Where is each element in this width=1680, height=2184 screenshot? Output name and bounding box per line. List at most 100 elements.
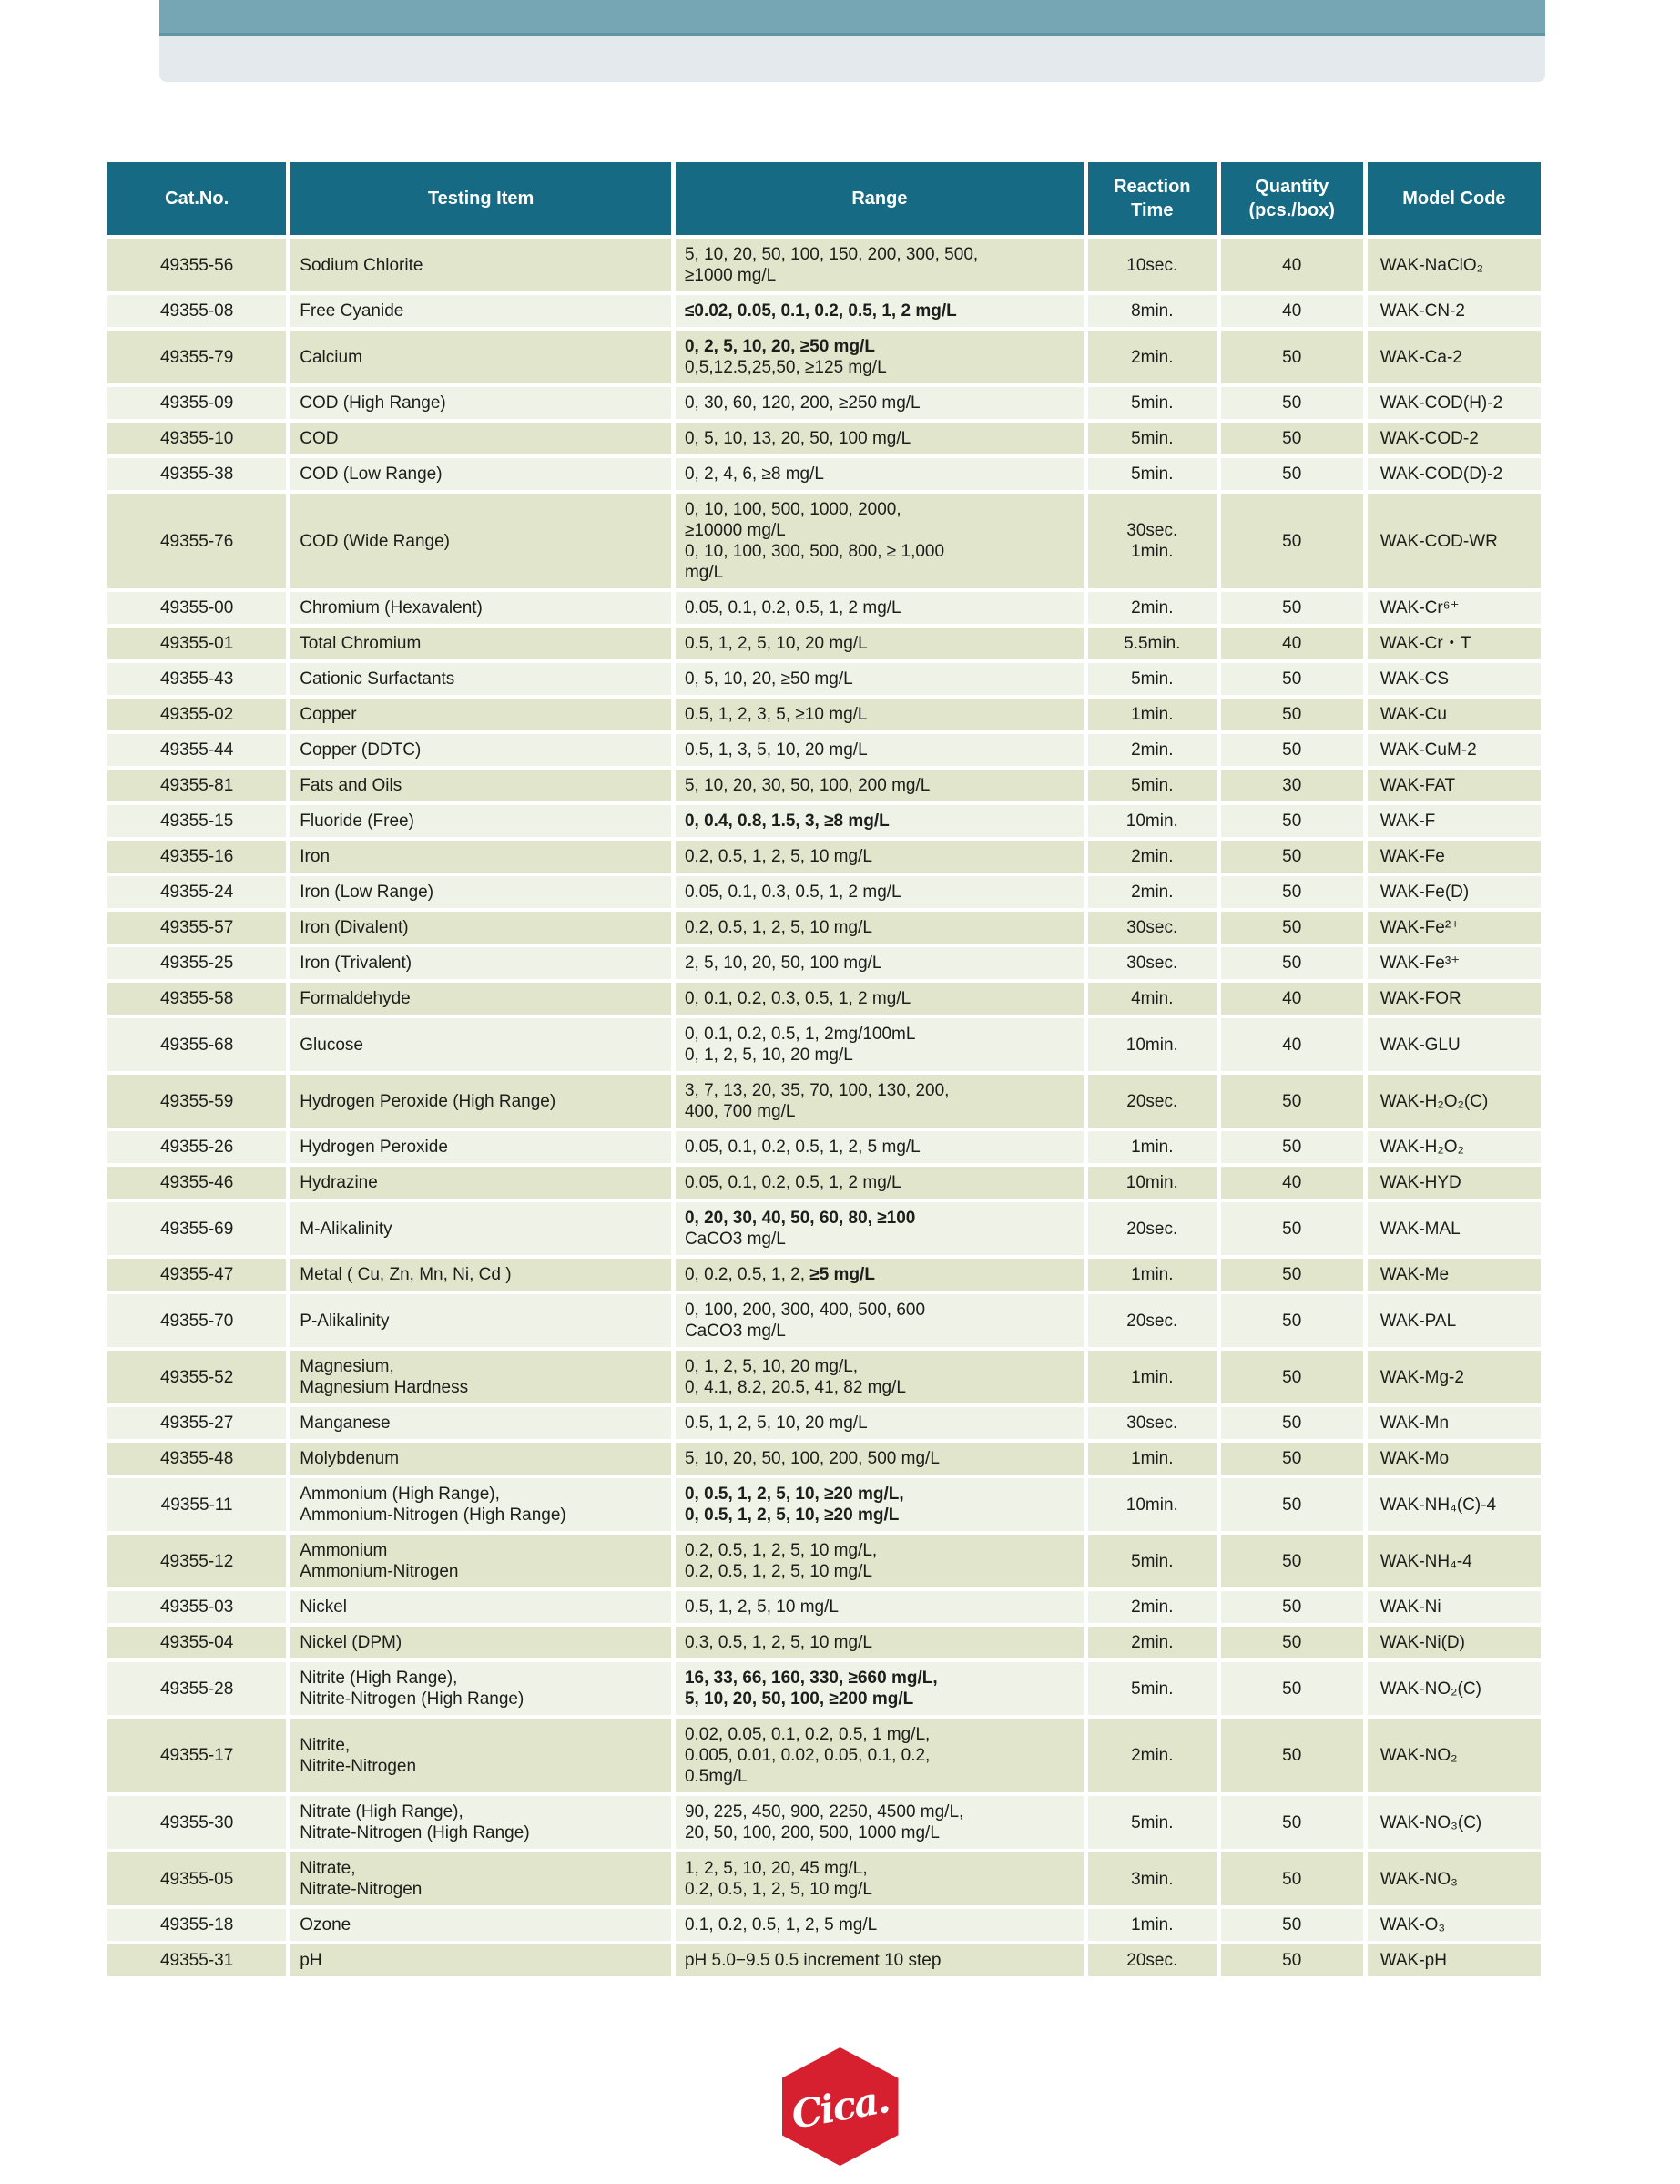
column-header-range: Range	[675, 162, 1084, 235]
testing-item-cell: Fats and Oils	[290, 770, 671, 801]
quantity-cell: 50	[1220, 1351, 1363, 1403]
reaction-time-cell: 2min.	[1087, 876, 1217, 908]
range-cell: 0.1, 0.2, 0.5, 1, 2, 5 mg/L	[675, 1909, 1084, 1941]
testing-item-cell: Formaldehyde	[290, 983, 671, 1015]
column-header-reaction-time: Reaction Time	[1087, 162, 1217, 235]
quantity-cell: 40	[1220, 239, 1363, 291]
cat-no-cell: 49355-25	[107, 947, 287, 979]
reaction-time-cell: 5min.	[1087, 458, 1217, 490]
cat-no-cell: 49355-31	[107, 1944, 287, 1976]
quantity-cell: 50	[1220, 1627, 1363, 1658]
reaction-time-cell: 1min.	[1087, 1351, 1217, 1403]
model-code-cell: WAK-Mn	[1367, 1407, 1541, 1439]
quantity-cell: 50	[1220, 734, 1363, 766]
cat-no-cell: 49355-00	[107, 592, 287, 624]
testing-item-cell: Magnesium, Magnesium Hardness	[290, 1351, 671, 1403]
reaction-time-cell: 30sec. 1min.	[1087, 494, 1217, 588]
quantity-cell: 50	[1220, 458, 1363, 490]
table-row: 49355-25 Iron (Trivalent) 2, 5, 10, 20, 50…	[107, 947, 1541, 979]
quantity-cell: 50	[1220, 1443, 1363, 1475]
model-code-cell: WAK-Fe³⁺	[1367, 947, 1541, 979]
table-row: 49355-18 Ozone 0.1, 0.2, 0.5, 1, 2, 5 mg/L…	[107, 1909, 1541, 1941]
model-code-cell: WAK-PAL	[1367, 1294, 1541, 1347]
table-row: 49355-26 Hydrogen Peroxide 0.05, 0.1, 0.2,…	[107, 1131, 1541, 1163]
table-row: 49355-28 Nitrite (High Range), Nitrite-Nit…	[107, 1662, 1541, 1715]
cat-no-cell: 49355-09	[107, 387, 287, 419]
reaction-time-cell: 30sec.	[1087, 947, 1217, 979]
range-cell: 0.05, 0.1, 0.2, 0.5, 1, 2 mg/L	[675, 1167, 1084, 1199]
reaction-time-cell: 8min.	[1087, 295, 1217, 327]
reaction-time-cell: 2min.	[1087, 592, 1217, 624]
reaction-time-cell: 5.5min.	[1087, 628, 1217, 659]
cat-no-cell: 49355-52	[107, 1351, 287, 1403]
reaction-time-cell: 1min.	[1087, 1259, 1217, 1291]
reaction-time-cell: 1min.	[1087, 1131, 1217, 1163]
model-code-cell: WAK-GLU	[1367, 1018, 1541, 1071]
model-code-cell: WAK-Fe²⁺	[1367, 912, 1541, 944]
reaction-time-cell: 3min.	[1087, 1852, 1217, 1905]
table-row: 49355-12 Ammonium Ammonium-Nitrogen 0.2, 0.…	[107, 1535, 1541, 1587]
testing-item-cell: Hydrazine	[290, 1167, 671, 1199]
model-code-cell: WAK-NH₄(C)-4	[1367, 1478, 1541, 1531]
table-row: 49355-52 Magnesium, Magnesium Hardness 0, 1…	[107, 1351, 1541, 1403]
model-code-cell: WAK-NaClO₂	[1367, 239, 1541, 291]
cat-no-cell: 49355-18	[107, 1909, 287, 1941]
cat-no-cell: 49355-44	[107, 734, 287, 766]
quantity-cell: 40	[1220, 1167, 1363, 1199]
range-cell: 5, 10, 20, 50, 100, 200, 500 mg/L	[675, 1443, 1084, 1475]
range-cell: 0.5, 1, 2, 5, 10, 20 mg/L	[675, 1407, 1084, 1439]
table-row: 49355-16 Iron 0.2, 0.5, 1, 2, 5, 10 mg/L 2m…	[107, 841, 1541, 873]
model-code-cell: WAK-Me	[1367, 1259, 1541, 1291]
sub-banner	[159, 36, 1545, 82]
reaction-time-cell: 10sec.	[1087, 239, 1217, 291]
cica-logo-text: Cica.	[788, 2076, 892, 2138]
cat-no-cell: 49355-26	[107, 1131, 287, 1163]
reaction-time-cell: 2min.	[1087, 841, 1217, 873]
testing-item-cell: Iron	[290, 841, 671, 873]
cat-no-cell: 49355-43	[107, 663, 287, 695]
range-cell: 3, 7, 13, 20, 35, 70, 100, 130, 200, 400,…	[675, 1075, 1084, 1128]
range-cell: 0, 0.4, 0.8, 1.5, 3, ≥8 mg/L	[675, 805, 1084, 837]
quantity-cell: 50	[1220, 331, 1363, 383]
testing-item-cell: Ozone	[290, 1909, 671, 1941]
reaction-time-cell: 5min.	[1087, 423, 1217, 454]
quantity-cell: 50	[1220, 1944, 1363, 1976]
cat-no-cell: 49355-16	[107, 841, 287, 873]
cat-no-cell: 49355-03	[107, 1591, 287, 1623]
model-code-cell: WAK-NO₂(C)	[1367, 1662, 1541, 1715]
testing-item-cell: Ammonium Ammonium-Nitrogen	[290, 1535, 671, 1587]
header-row: Cat.No. Testing Item Range Reaction Time…	[107, 162, 1541, 235]
model-code-cell: WAK-CuM-2	[1367, 734, 1541, 766]
cat-no-cell: 49355-12	[107, 1535, 287, 1587]
reaction-time-cell: 2min.	[1087, 1591, 1217, 1623]
model-code-cell: WAK-F	[1367, 805, 1541, 837]
model-code-cell: WAK-NO₃	[1367, 1852, 1541, 1905]
range-cell: 0.05, 0.1, 0.2, 0.5, 1, 2 mg/L	[675, 592, 1084, 624]
range-cell: 0, 0.1, 0.2, 0.5, 1, 2mg/100mL 0, 1, 2, 5…	[675, 1018, 1084, 1071]
range-cell: 0, 30, 60, 120, 200, ≥250 mg/L	[675, 387, 1084, 419]
quantity-cell: 50	[1220, 1591, 1363, 1623]
model-code-cell: WAK-Mg-2	[1367, 1351, 1541, 1403]
quantity-cell: 50	[1220, 805, 1363, 837]
table-row: 49355-81 Fats and Oils 5, 10, 20, 30, 50, …	[107, 770, 1541, 801]
testing-item-cell: Copper	[290, 699, 671, 730]
quantity-cell: 50	[1220, 1131, 1363, 1163]
cat-no-cell: 49355-01	[107, 628, 287, 659]
model-code-cell: WAK-Fe	[1367, 841, 1541, 873]
quantity-cell: 50	[1220, 1719, 1363, 1792]
testing-item-cell: Nitrate (High Range), Nitrate-Nitrogen (H…	[290, 1796, 671, 1849]
column-header-model-code: Model Code	[1367, 162, 1541, 235]
table-row: 49355-27 Manganese 0.5, 1, 2, 5, 10, 20 mg…	[107, 1407, 1541, 1439]
range-cell: 2, 5, 10, 20, 50, 100 mg/L	[675, 947, 1084, 979]
testing-item-cell: Nitrite, Nitrite-Nitrogen	[290, 1719, 671, 1792]
quantity-cell: 50	[1220, 663, 1363, 695]
model-code-cell: WAK-COD(H)-2	[1367, 387, 1541, 419]
testing-item-cell: Chromium (Hexavalent)	[290, 592, 671, 624]
quantity-cell: 50	[1220, 1407, 1363, 1439]
cat-no-cell: 49355-56	[107, 239, 287, 291]
cat-no-cell: 49355-10	[107, 423, 287, 454]
table-row: 49355-38 COD (Low Range) 0, 2, 4, 6, ≥8 mg…	[107, 458, 1541, 490]
range-cell: 0.5, 1, 3, 5, 10, 20 mg/L	[675, 734, 1084, 766]
model-code-cell: WAK-CN-2	[1367, 295, 1541, 327]
